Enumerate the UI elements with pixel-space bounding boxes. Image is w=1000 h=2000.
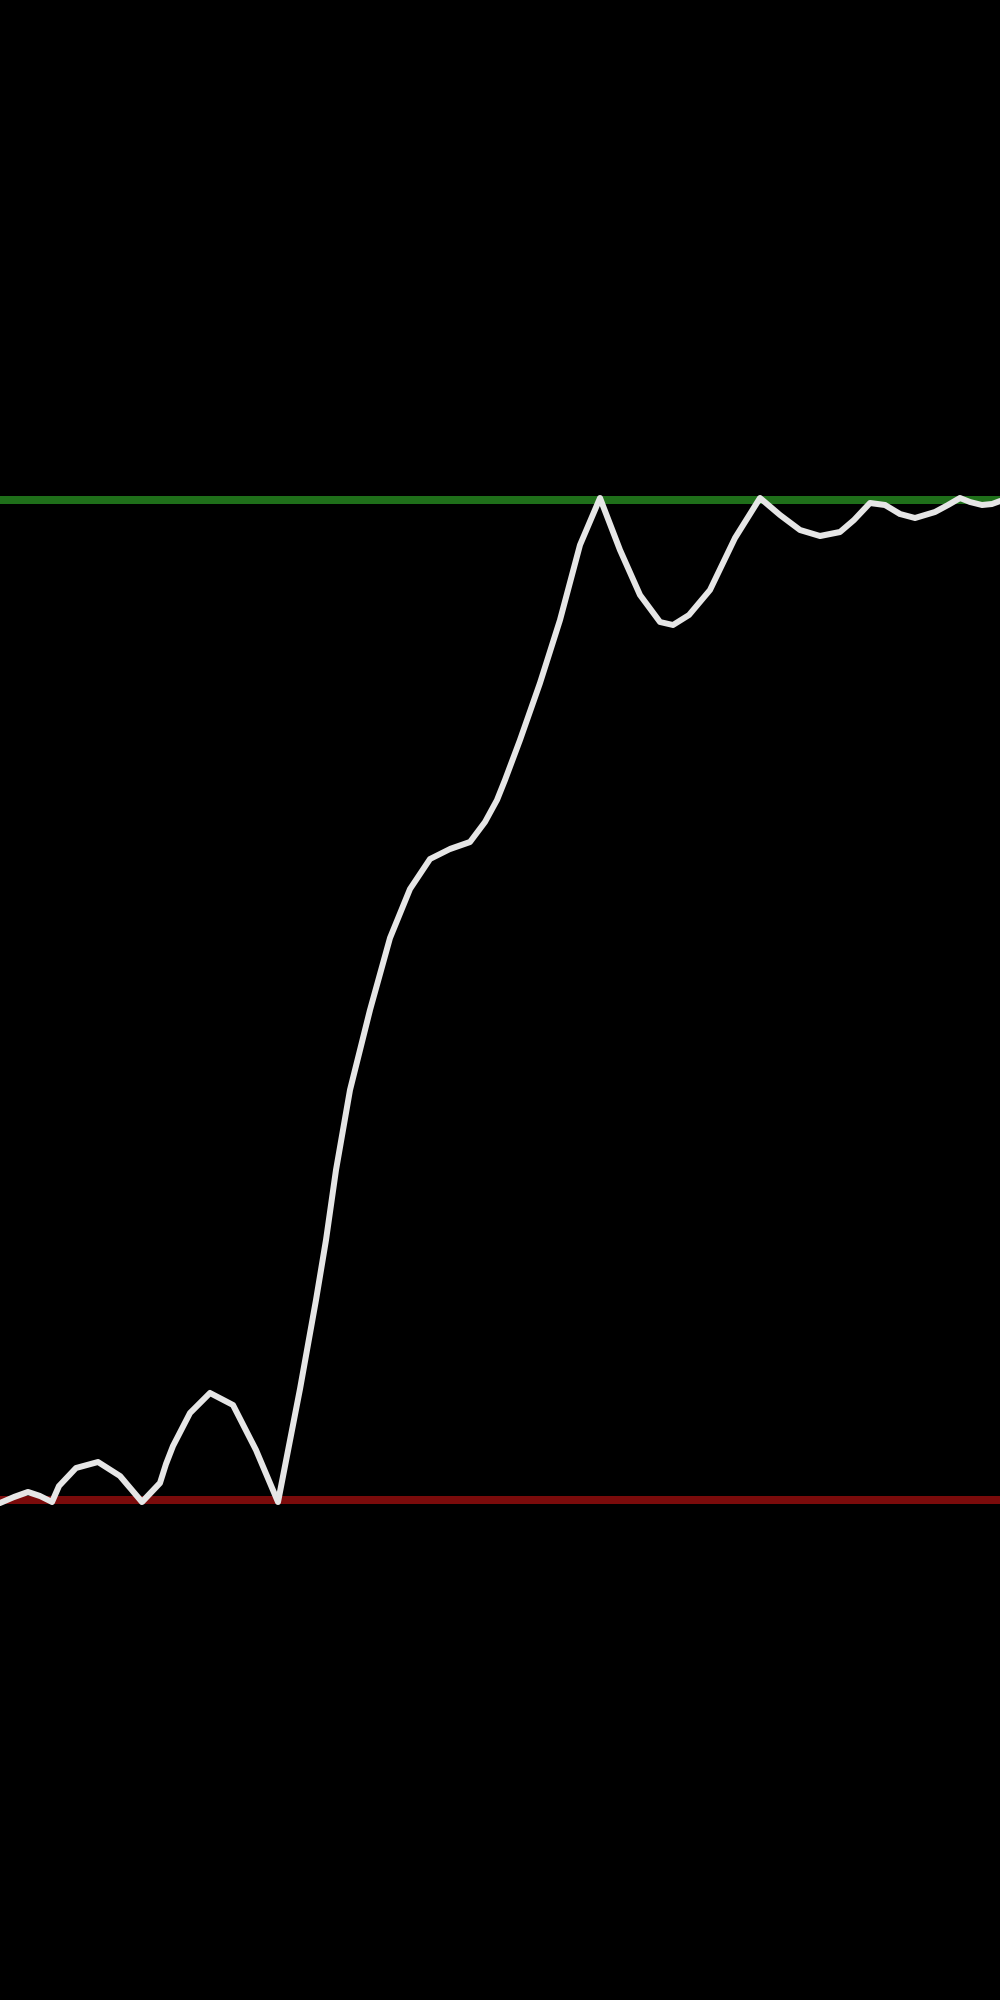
- series-layer: [0, 495, 1000, 1506]
- series-line-0: [0, 495, 1000, 1506]
- reference-lines: [0, 496, 1000, 1504]
